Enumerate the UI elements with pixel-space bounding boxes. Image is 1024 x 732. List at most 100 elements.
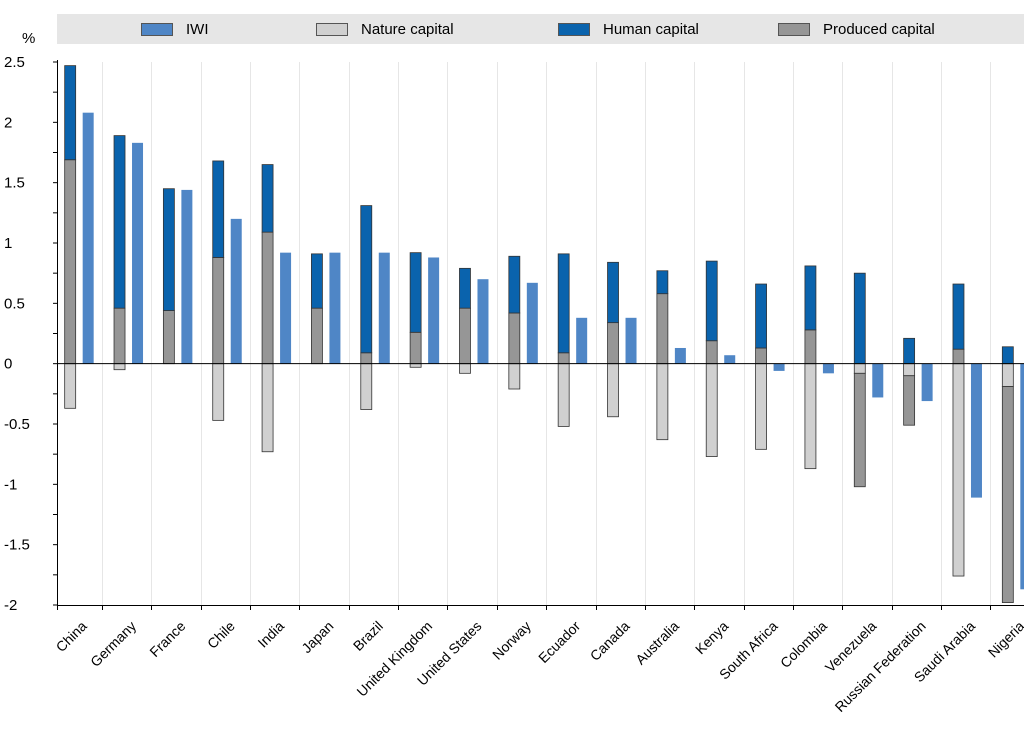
y-tick-label: 1 [4,235,12,252]
bar-human-capital-france [162,188,175,311]
bar-nature-capital-canada [607,363,619,418]
bar-nature-capital-nigeria [1001,363,1014,387]
bar-produced-capital-australia [656,293,669,365]
x-tick-label: Ecuador [535,618,583,666]
bar-iwi-chile [230,218,242,364]
bar-nature-capital-germany [113,363,126,371]
x-tick-label: China [53,618,90,655]
legend-label-produced-capital: Produced capital [823,20,935,38]
y-tick-label: -0.5 [4,416,30,433]
bar-nature-capital-united-kingdom [409,363,422,368]
bar-iwi-ecuador [576,317,588,364]
bar-iwi-united-states [477,279,489,364]
x-tick-label: Australia [632,618,682,668]
bar-nature-capital-china [64,363,77,409]
bar-human-capital-russian-federation [903,337,916,365]
legend-swatch-iwi [141,22,173,36]
bar-nature-capital-norway [508,363,521,390]
bar-produced-capital-japan [311,307,323,365]
bar-produced-capital-russian-federation [903,375,916,426]
bar-human-capital-venezuela [853,272,866,365]
bar-nature-capital-russian-federation [903,363,916,377]
x-tick-label: Chile [204,618,238,652]
bar-iwi-kenya [724,355,736,364]
bar-human-capital-south-africa [755,283,767,349]
bar-human-capital-india [261,164,274,233]
legend-swatch-nature-capital [316,22,348,36]
bar-nature-capital-ecuador [557,363,570,427]
bar-produced-capital-germany [113,307,126,365]
bar-iwi-venezuela [872,363,884,398]
bar-human-capital-chile [212,160,225,258]
bar-produced-capital-nigeria [1001,386,1014,603]
bar-nature-capital-brazil [360,363,373,410]
bar-produced-capital-canada [607,322,619,365]
bar-produced-capital-brazil [360,352,373,365]
x-tick-label: Brazil [350,618,386,654]
legend-item-nature-capital: Nature capital [316,20,454,38]
bar-produced-capital-china [64,159,77,365]
y-tick-label: -1.5 [4,537,30,554]
legend-item-produced-capital: Produced capital [778,20,935,38]
y-axis-unit-label: % [22,30,36,47]
x-tick-label: Germany [87,618,139,670]
bar-nature-capital-chile [212,363,225,421]
bar-iwi-germany [132,142,144,364]
bar-produced-capital-venezuela [853,372,866,488]
bar-iwi-india [280,252,292,364]
bar-nature-capital-kenya [705,363,718,457]
bar-produced-capital-india [261,231,274,365]
bar-iwi-norway [526,282,538,364]
bar-produced-capital-chile [212,257,225,365]
x-tick-label: France [146,618,188,660]
bar-human-capital-norway [508,255,521,314]
y-tick-label: -2 [4,597,17,614]
bar-nature-capital-saudi-arabia [952,363,965,577]
bar-human-capital-germany [113,135,126,309]
bar-produced-capital-kenya [705,340,718,365]
bar-nature-capital-australia [656,363,669,441]
y-tick-label: 0.5 [4,295,25,312]
x-tick-label: Japan [298,618,336,656]
x-tick-label: Canada [587,618,633,664]
bar-human-capital-china [64,65,77,161]
legend-swatch-human-capital [558,22,590,36]
legend-label-nature-capital: Nature capital [361,20,454,38]
bar-iwi-united-kingdom [428,257,440,364]
bar-produced-capital-france [162,310,175,365]
bar-human-capital-kenya [705,260,718,342]
bar-produced-capital-united-states [459,307,471,365]
bar-iwi-japan [329,252,341,364]
legend-label-human-capital: Human capital [603,20,699,38]
bar-human-capital-united-kingdom [409,252,422,333]
y-tick-label: 0 [4,356,12,373]
x-tick-label: Nigeria [985,618,1024,661]
bar-nature-capital-colombia [804,363,817,470]
x-tick-label: Kenya [692,618,732,658]
y-tick-label: 1.5 [4,175,25,192]
bar-produced-capital-colombia [804,329,817,365]
bar-nature-capital-south-africa [755,363,767,450]
bar-produced-capital-south-africa [755,347,767,365]
bar-iwi-south-africa [773,363,785,371]
y-tick-label: -1 [4,476,17,493]
bar-human-capital-colombia [804,265,817,331]
bar-produced-capital-ecuador [557,352,570,365]
bar-human-capital-united-states [459,267,471,309]
x-tick-label: Norway [489,618,534,663]
legend-swatch-produced-capital [778,22,810,36]
bar-iwi-canada [625,317,637,364]
bar-human-capital-australia [656,270,669,295]
bar-nature-capital-venezuela [853,363,866,374]
bar-iwi-australia [674,347,686,364]
bar-iwi-nigeria [1020,363,1024,590]
legend-label-iwi: IWI [186,20,209,38]
bar-produced-capital-norway [508,312,521,365]
x-tick-label: India [254,618,287,651]
bar-human-capital-brazil [360,205,373,354]
bar-human-capital-ecuador [557,253,570,354]
legend-item-iwi: IWI [141,20,209,38]
bar-nature-capital-united-states [459,363,471,374]
bar-human-capital-japan [311,253,323,309]
bar-human-capital-canada [607,261,619,324]
